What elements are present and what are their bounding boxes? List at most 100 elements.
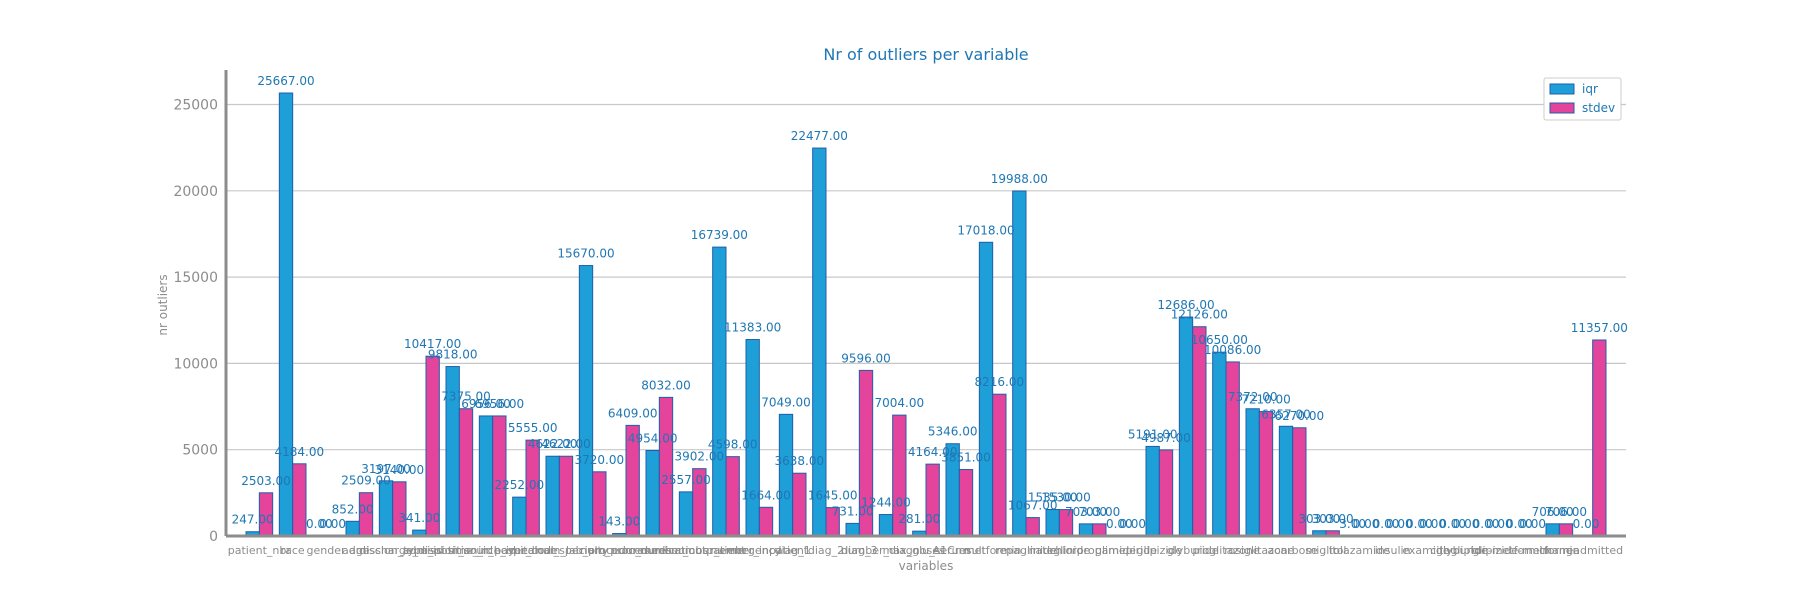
bar-stdev	[1158, 449, 1174, 537]
data-labels: 247.0025667.000.00852.003197.00341.00981…	[232, 74, 1628, 531]
data-label-iqr: 852.00	[332, 502, 374, 516]
bar-iqr	[1212, 351, 1227, 537]
x-tick-label: number_outpatient	[640, 544, 746, 557]
bar-iqr	[645, 449, 660, 537]
data-label-iqr: 0.00	[306, 517, 333, 531]
x-tick-label: citoglipton	[1430, 544, 1488, 557]
x-tick-label: gender	[307, 544, 346, 557]
data-label-stdev: 1067.00	[1008, 499, 1058, 513]
data-label-stdev: 4184.00	[275, 445, 325, 459]
data-label-stdev: 8032.00	[641, 378, 691, 392]
bar-stdev	[1258, 411, 1274, 537]
data-label-stdev: 0.00	[319, 517, 346, 531]
bar-stdev	[658, 396, 674, 537]
y-tick-label: 15000	[173, 270, 218, 286]
bar-iqr	[1145, 445, 1160, 537]
data-label-iqr: 706.00	[1532, 505, 1574, 519]
x-tick-label: insulin	[1375, 544, 1411, 557]
data-label-iqr: 0.00	[1373, 517, 1400, 531]
bar-stdev	[958, 469, 974, 537]
bar-iqr	[545, 455, 560, 537]
chart-title: Nr of outliers per variable	[823, 45, 1028, 64]
y-tick-label: 25000	[173, 98, 218, 114]
bar-iqr	[345, 520, 360, 537]
x-tick-label: pioglitazone	[1192, 544, 1259, 557]
legend-swatch-iqr	[1549, 83, 1575, 95]
bar-iqr	[1245, 408, 1260, 537]
data-label-stdev: 4987.00	[1141, 431, 1191, 445]
data-label-iqr: 25667.00	[257, 74, 314, 88]
x-tick-label: number_emergency	[671, 544, 782, 557]
bar-stdev	[392, 481, 407, 537]
x-tick-label: repaglinide	[995, 544, 1057, 557]
data-label-iqr: 15670.00	[557, 247, 614, 261]
bar-iqr	[712, 246, 727, 537]
data-label-iqr: 4954.00	[628, 431, 678, 445]
bar-stdev	[492, 415, 507, 537]
data-label-iqr: 9818.00	[428, 348, 478, 362]
data-label-stdev: 1645.00	[808, 489, 858, 503]
data-label-iqr: 12686.00	[1157, 298, 1214, 312]
x-tick-label: chlorpropamide	[1049, 544, 1136, 557]
data-label-stdev: 11357.00	[1571, 321, 1628, 335]
bar-iqr	[478, 415, 494, 537]
grid-lines	[226, 103, 1626, 451]
x-tick-label: number_inpatient	[711, 544, 809, 557]
x-tick-label: tolazamide	[1329, 544, 1390, 557]
x-tick-label: glyburide	[1167, 544, 1219, 557]
x-tick-label: nateglinide	[1028, 544, 1090, 557]
data-label-stdev: 8216.00	[975, 375, 1025, 389]
bar-stdev	[425, 355, 440, 537]
x-tick-label: medical_specialty	[510, 544, 609, 557]
data-label-stdev: 0.00	[1119, 517, 1146, 531]
data-label-iqr: 19988.00	[991, 172, 1048, 186]
y-tick-label: 10000	[173, 356, 218, 372]
axes: 0 5000 10000 15000 20000 25000 patient_nbrrace…	[173, 70, 1626, 557]
data-label-stdev: 0.00	[1486, 517, 1513, 531]
data-label-iqr: 3197.00	[361, 462, 411, 476]
bar-iqr	[578, 265, 594, 537]
data-label-iqr: 0.00	[1573, 517, 1600, 531]
bar-iqr	[1078, 523, 1094, 537]
x-tick-label: metformin	[964, 544, 1021, 557]
data-label-stdev: 7210.00	[1241, 393, 1291, 407]
x-tick-label: admission_type_id	[342, 544, 443, 557]
data-label-iqr: 7049.00	[761, 395, 811, 409]
data-label-stdev: 6409.00	[608, 406, 658, 420]
x-tick-label: time_in_hospital	[448, 544, 537, 557]
x-tick-label: readmitted	[1562, 544, 1623, 557]
x-tick-label: age	[349, 544, 370, 557]
data-label-stdev: 0.00	[1453, 517, 1480, 531]
x-tick-label: diag_2	[808, 544, 844, 557]
x-axis-label: variables	[899, 559, 954, 573]
data-label-stdev: 303.00	[1312, 512, 1354, 526]
y-tick-label: 0	[209, 529, 218, 545]
data-label-stdev: 10417.00	[404, 337, 461, 351]
data-label-stdev: 6956.00	[475, 397, 525, 411]
data-label-iqr: 5346.00	[928, 425, 978, 439]
data-label-stdev: 706.00	[1545, 505, 1587, 519]
data-label-iqr: 10650.00	[1191, 333, 1248, 347]
data-label-stdev: 0.00	[1386, 517, 1413, 531]
data-label-iqr: 0.00	[1106, 517, 1133, 531]
x-tick-label: max_glu_serum	[883, 544, 970, 557]
data-label-stdev: 7004.00	[875, 396, 925, 410]
bar-stdev	[1092, 523, 1107, 537]
data-label-iqr: 11383.00	[724, 321, 781, 335]
data-label-iqr: 247.00	[232, 513, 274, 527]
bar-stdev	[758, 506, 774, 537]
data-label-iqr: 6357.00	[1261, 407, 1311, 421]
data-label-stdev: 2509.00	[341, 474, 391, 488]
bar-stdev	[458, 408, 474, 537]
bar-iqr	[878, 514, 894, 537]
bar-iqr	[1012, 190, 1027, 537]
data-label-iqr: 281.00	[898, 512, 940, 526]
x-tick-label: glyburide-metformin	[1436, 544, 1549, 557]
data-label-stdev: 3902.00	[675, 450, 725, 464]
x-tick-label: admission_source_id	[403, 544, 516, 557]
x-tick-label: num_lab_procedures	[536, 544, 650, 557]
data-label-stdev: 2503.00	[241, 474, 291, 488]
bars	[245, 92, 1607, 537]
data-label-stdev: 703.00	[1078, 505, 1120, 519]
data-label-iqr: 303.00	[1298, 512, 1340, 526]
